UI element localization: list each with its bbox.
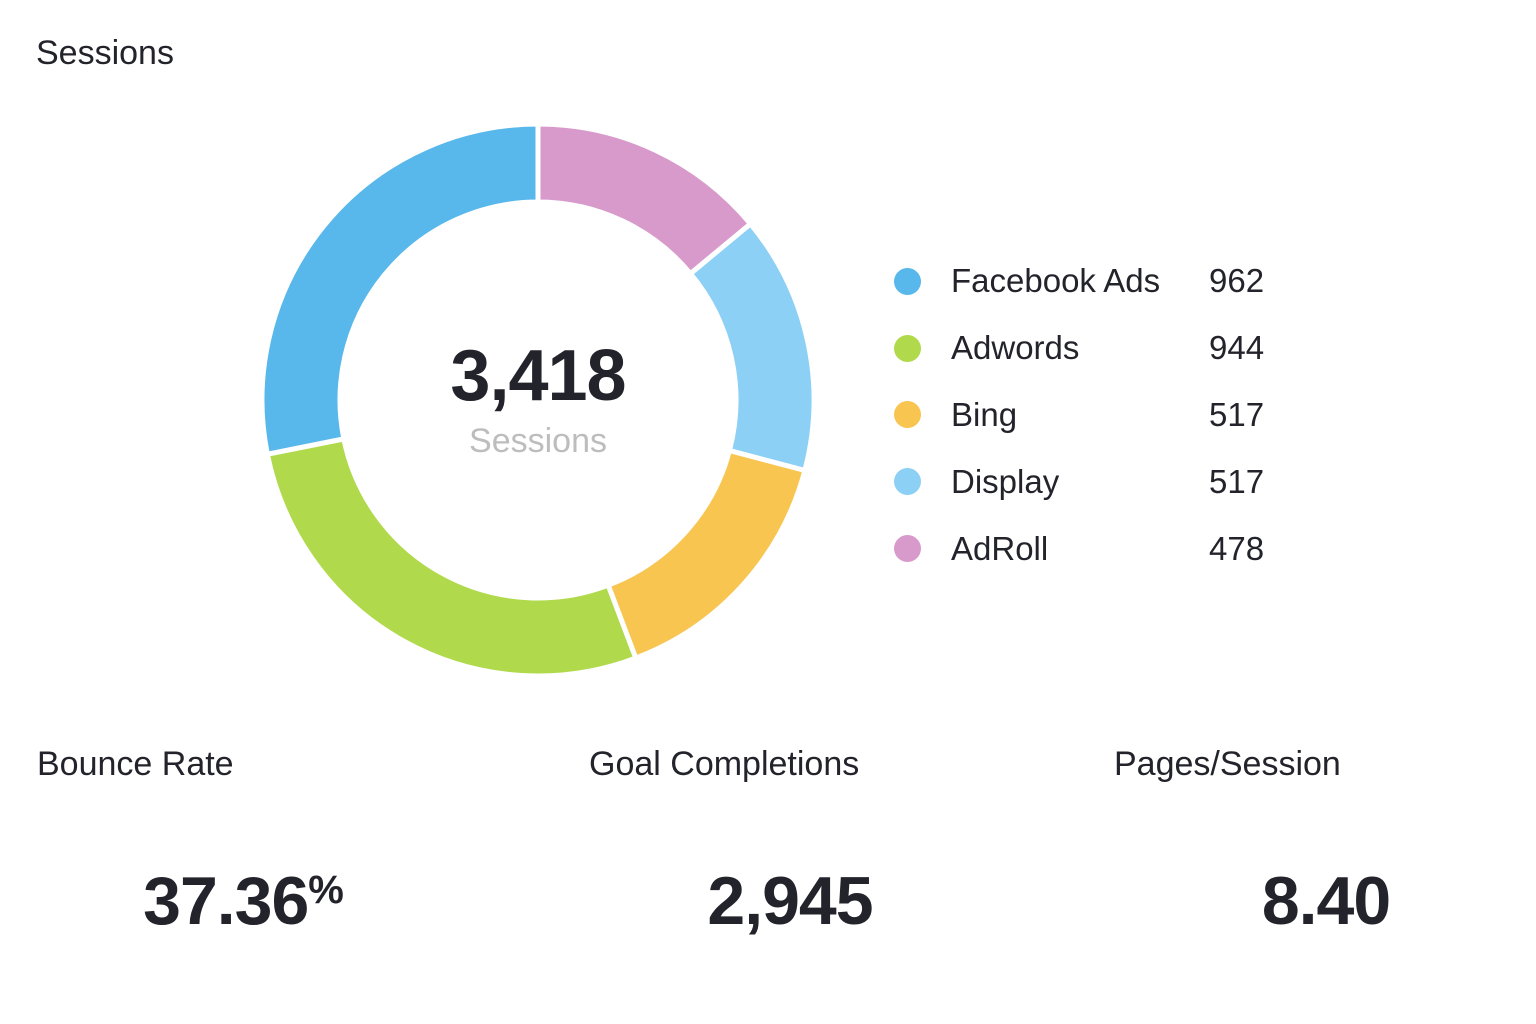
legend-value: 517	[1209, 395, 1265, 433]
legend-value: 944	[1209, 329, 1265, 367]
donut-slice-facebook-ads[interactable]	[259, 121, 541, 458]
percent-sign: %	[308, 868, 344, 912]
legend-value: 517	[1209, 462, 1265, 500]
bounce-rate-value: 37.36%	[43, 862, 443, 940]
legend-value: 962	[1209, 262, 1265, 300]
goal-completions-value: 2,945	[707, 863, 873, 939]
goal-completions-label: Goal Completions	[589, 745, 860, 783]
legend-item[interactable]: Display 517	[894, 448, 1264, 515]
legend-item[interactable]: Adwords 944	[894, 315, 1264, 382]
legend-value: 478	[1209, 529, 1265, 567]
legend-item[interactable]: Facebook Ads 962	[894, 248, 1264, 315]
legend-dot-icon	[894, 535, 921, 563]
legend-dot-icon	[894, 334, 921, 362]
pages-per-session-label: Pages/Session	[1114, 745, 1341, 783]
chart-legend: Facebook Ads 962 Adwords 944 Bing 517 Displ…	[894, 248, 1264, 582]
legend-dot-icon	[894, 401, 921, 429]
total-sessions-value: 3,418	[450, 336, 626, 416]
legend-dot-icon	[894, 468, 921, 496]
donut-slice-adwords[interactable]	[264, 435, 640, 679]
total-sessions-label: Sessions	[469, 422, 607, 460]
legend-label: Adwords	[951, 329, 1080, 367]
legend-label: AdRoll	[951, 529, 1049, 567]
legend-label: Bing	[951, 395, 1018, 433]
donut-slice-bing[interactable]	[604, 447, 808, 662]
legend-dot-icon	[894, 267, 921, 295]
pages-per-session-value: 8.40	[1261, 863, 1391, 939]
bounce-rate-label: Bounce Rate	[37, 745, 234, 783]
legend-label: Display	[951, 462, 1060, 500]
legend-label: Facebook Ads	[951, 262, 1161, 300]
legend-item[interactable]: AdRoll 478	[894, 515, 1264, 582]
legend-item[interactable]: Bing 517	[894, 382, 1264, 449]
widget-title: Sessions	[36, 34, 174, 72]
bounce-rate-number: 37.36	[143, 863, 309, 939]
